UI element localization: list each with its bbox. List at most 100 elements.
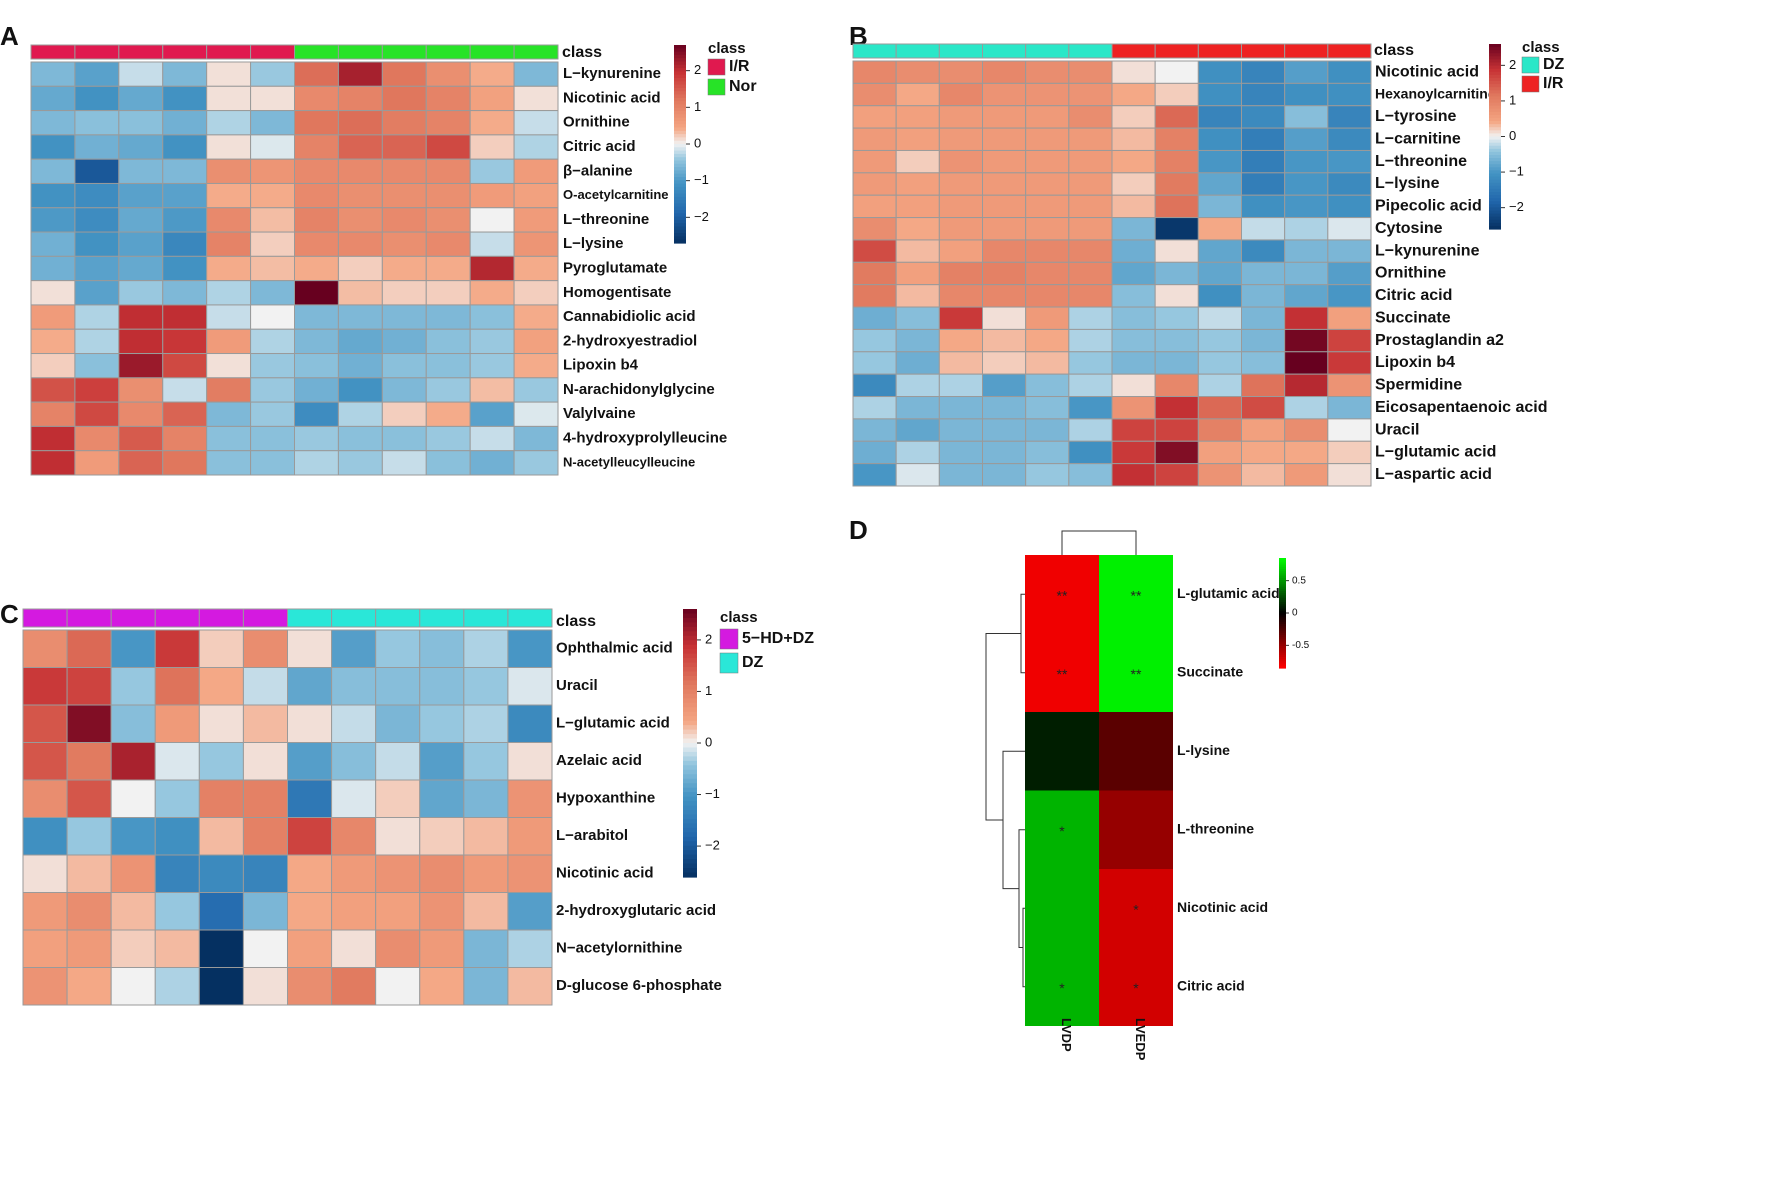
row-label: Ophthalmic acid [556,640,673,657]
heatmap-cell [154,704,200,743]
significance-mark: ** [1057,587,1068,603]
colorbar-segment [1279,619,1286,623]
colorbar-segment [1489,130,1501,135]
heatmap-cell [1241,284,1286,308]
heatmap-cell [852,239,897,263]
row-label: β−alanine [563,162,633,179]
heatmap-cell [852,105,897,129]
colorbar-segment [1489,56,1501,61]
heatmap-cell [250,182,295,209]
heatmap-cell [1197,60,1243,84]
row-label: Azelaic acid [556,752,642,769]
class-bar-cell [1068,43,1113,59]
heatmap-cell [469,85,515,112]
heatmap-cell [1111,82,1156,107]
heatmap-cell [895,261,940,286]
heatmap-cell [1284,328,1329,353]
class-bar-cell [30,44,76,60]
colorbar-segment [1489,139,1501,144]
row-label: L−arabitol [556,827,628,844]
heatmap-cell [1197,396,1243,420]
legend-swatch [1521,75,1540,93]
significance-mark: ** [1131,666,1142,682]
class-bar-cell [507,608,553,628]
heatmap-cell [1327,194,1372,219]
row-dendrogram [1018,829,1025,948]
heatmap-cell [154,854,200,893]
colorbar-tick-label: −1 [1509,164,1524,179]
heatmap-cell [206,61,252,87]
colorbar-segment [674,51,686,56]
heatmap-cell [1154,194,1199,219]
heatmap-cell [381,158,427,184]
heatmap-cell [469,207,515,233]
colorbar-segment [674,97,686,102]
heatmap-cell [425,450,471,476]
heatmap-cell [852,217,897,241]
heatmap-cell [118,158,164,184]
colorbar-segment [683,827,697,833]
colorbar-segment [674,206,686,211]
colorbar-tick-label: 2 [694,62,701,77]
heatmap-cell [1154,105,1199,129]
colorbar-segment [1489,59,1501,64]
heatmap-cell [162,280,208,306]
colorbar-segment [1279,630,1286,634]
heatmap-cell [1327,396,1372,420]
heatmap-cell [513,255,559,282]
heatmap-cell [66,779,112,818]
heatmap-cell [425,61,471,87]
colorbar-tick-label: 1 [705,683,712,698]
colorbar-tick-label: 1 [694,99,701,114]
heatmap-cell [938,217,983,241]
heatmap-cell [294,401,339,427]
column-label: LVEDP [1133,1018,1148,1061]
heatmap-cell [337,280,383,306]
heatmap-cell [1068,373,1113,398]
heatmap-cell [469,353,515,379]
colorbar-segment [683,805,697,811]
colorbar-segment [1279,580,1286,583]
heatmap-cell [337,255,383,282]
colorbar-segment [674,45,686,49]
heatmap-cell [154,629,200,668]
class-bar-cell [1284,43,1329,59]
colorbar-segment [1489,44,1501,48]
heatmap-cell [331,704,377,743]
colorbar-segment [674,183,686,188]
heatmap-cell [895,373,940,398]
heatmap-cell [1284,418,1329,442]
heatmap-cell [154,779,200,818]
colorbar-tick-label: −2 [694,209,709,224]
heatmap-cell [162,304,208,330]
colorbar-segment [674,107,686,112]
heatmap-cell [22,742,68,781]
heatmap-cell [1111,306,1156,330]
heatmap-cell [1111,328,1156,353]
colorbar-segment [674,64,686,69]
heatmap-cell [1327,373,1372,398]
heatmap-cell [463,892,509,931]
heatmap-cell [162,158,208,184]
heatmap-cell [938,105,983,129]
heatmap-cell [1025,328,1070,353]
heatmap-cell [1111,105,1156,129]
heatmap-cell [74,304,120,330]
heatmap-cell [1068,194,1113,219]
heatmap-cell [337,450,383,476]
row-label: Succinate [1177,663,1243,679]
row-label: Citric acid [1375,287,1452,304]
heatmap-cell [198,967,244,1006]
colorbar-segment [683,863,697,869]
colorbar-segment [1489,99,1501,104]
row-label: Citric acid [563,138,636,155]
row-label: O-acetylcarnitine [563,187,669,202]
colorbar-segment [674,219,686,224]
heatmap-cell [206,353,252,379]
row-label: L−tyrosine [1375,108,1456,125]
class-bar-cell [419,608,465,628]
heatmap-cell [375,704,421,743]
heatmap-cell [331,892,377,931]
heatmap-cell [1025,82,1070,107]
heatmap-cell [1197,306,1243,330]
